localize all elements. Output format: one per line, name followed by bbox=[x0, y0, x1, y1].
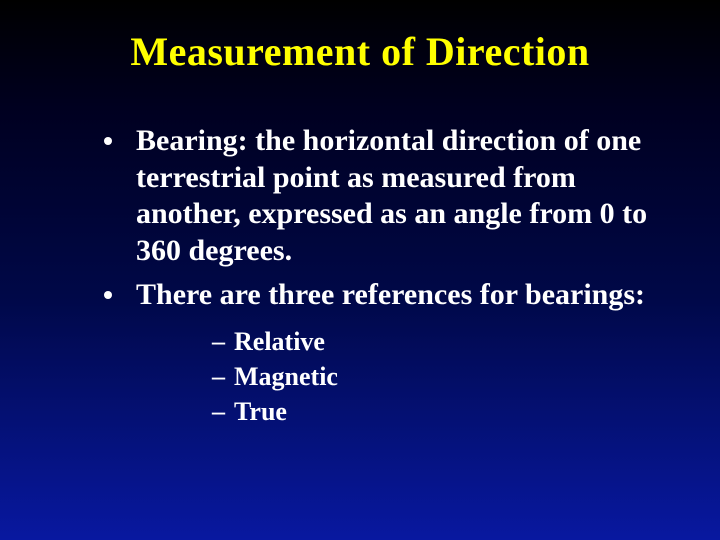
bullet-text: There are three references for bearings: bbox=[136, 278, 645, 311]
list-item: Magnetic bbox=[212, 359, 660, 394]
slide-title: Measurement of Direction bbox=[60, 28, 660, 75]
sub-bullet-text: Relative bbox=[234, 327, 325, 356]
list-item: There are three references for bearings:… bbox=[100, 277, 660, 429]
sub-bullet-text: Magnetic bbox=[234, 362, 338, 391]
bullet-list: Bearing: the horizontal direction of one… bbox=[60, 123, 660, 429]
list-item: True bbox=[212, 394, 660, 429]
list-item: Bearing: the horizontal direction of one… bbox=[100, 123, 660, 269]
sub-bullet-list: Relative Magnetic True bbox=[136, 324, 660, 429]
bullet-text: Bearing: the horizontal direction of one… bbox=[136, 124, 647, 267]
list-item: Relative bbox=[212, 324, 660, 359]
sub-bullet-text: True bbox=[234, 397, 287, 426]
slide: Measurement of Direction Bearing: the ho… bbox=[0, 0, 720, 540]
